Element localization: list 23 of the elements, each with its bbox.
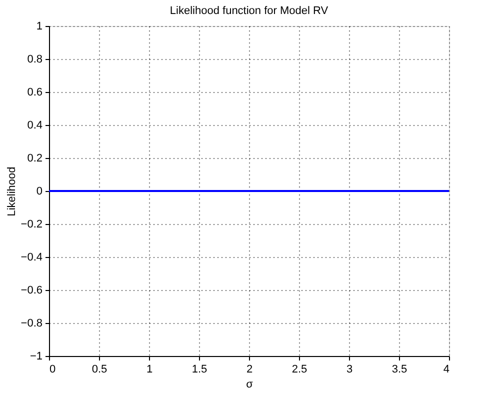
y-tick-label: 0.2: [27, 152, 42, 164]
x-tick-label: 4: [443, 364, 450, 376]
y-tick-label: 0.6: [27, 86, 42, 98]
y-tick-label: −0.4: [20, 252, 42, 264]
y-tick-label: −0.8: [20, 318, 42, 330]
y-axis-title: Likelihood: [6, 166, 18, 216]
x-tick-label: 1.5: [192, 364, 208, 376]
x-tick-label: 3.5: [392, 364, 408, 376]
x-axis-title: σ: [246, 378, 254, 390]
y-tick-label: 1: [36, 20, 42, 32]
y-tick-label: 0.4: [27, 120, 42, 132]
y-tick-label: −0.2: [20, 218, 42, 230]
y-tick-label: −0.6: [20, 284, 42, 296]
y-tick-label: 0: [36, 186, 42, 198]
x-tick-label: 2.5: [292, 364, 308, 376]
chart-title: Likelihood function for Model RV: [170, 5, 329, 17]
y-tick-label: −1: [30, 350, 42, 362]
x-tick-label: 3: [346, 364, 353, 376]
x-tick-label: 1: [146, 364, 153, 376]
y-tick-label: 0.8: [27, 54, 42, 66]
x-tick-label: 0: [50, 364, 56, 376]
x-tick-label: 0.5: [92, 364, 108, 376]
x-tick-label: 2: [246, 364, 253, 376]
